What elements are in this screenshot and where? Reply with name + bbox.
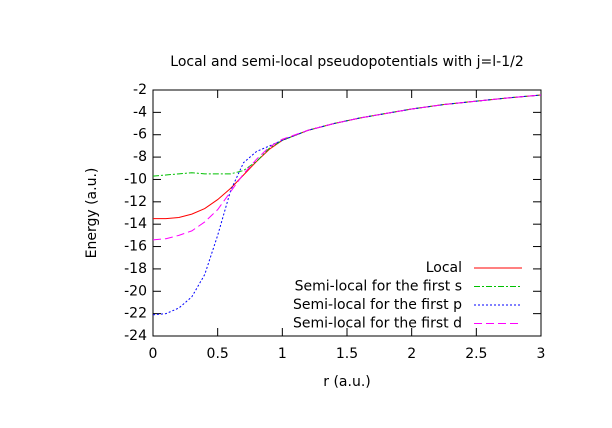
y-tick-label: -12 xyxy=(124,194,147,210)
x-tick-label: 2.5 xyxy=(465,346,487,362)
x-tick-label: 1 xyxy=(278,346,287,362)
legend-label: Local xyxy=(426,260,462,276)
x-axis-label: r (a.u.) xyxy=(323,374,370,390)
x-tick-label: 1.5 xyxy=(336,346,358,362)
y-axis-label: Energy (a.u.) xyxy=(84,168,100,259)
y-tick-label: -14 xyxy=(124,216,147,232)
x-tick-label: 3 xyxy=(537,346,546,362)
x-tick-label: 0 xyxy=(149,346,158,362)
y-tick-label: -10 xyxy=(124,171,147,187)
y-tick-label: -2 xyxy=(133,82,147,98)
y-tick-label: -6 xyxy=(133,127,147,143)
chart-title: Local and semi-local pseudopotentials wi… xyxy=(170,54,523,70)
y-tick-label: -16 xyxy=(124,239,147,255)
legend-label: Semi-local for the first p xyxy=(293,297,462,313)
x-tick-label: 2 xyxy=(407,346,416,362)
y-tick-label: -8 xyxy=(133,149,147,165)
y-tick-label: -24 xyxy=(124,328,147,344)
y-tick-label: -22 xyxy=(124,306,147,322)
y-tick-label: -4 xyxy=(133,104,147,120)
series-line xyxy=(152,94,542,241)
y-tick-label: -20 xyxy=(124,283,147,299)
y-tick-label: -18 xyxy=(124,261,147,277)
x-tick-label: 0.5 xyxy=(207,346,229,362)
legend-label: Semi-local for the first s xyxy=(295,279,462,295)
series-line xyxy=(152,94,542,316)
legend-label: Semi-local for the first d xyxy=(293,316,462,332)
